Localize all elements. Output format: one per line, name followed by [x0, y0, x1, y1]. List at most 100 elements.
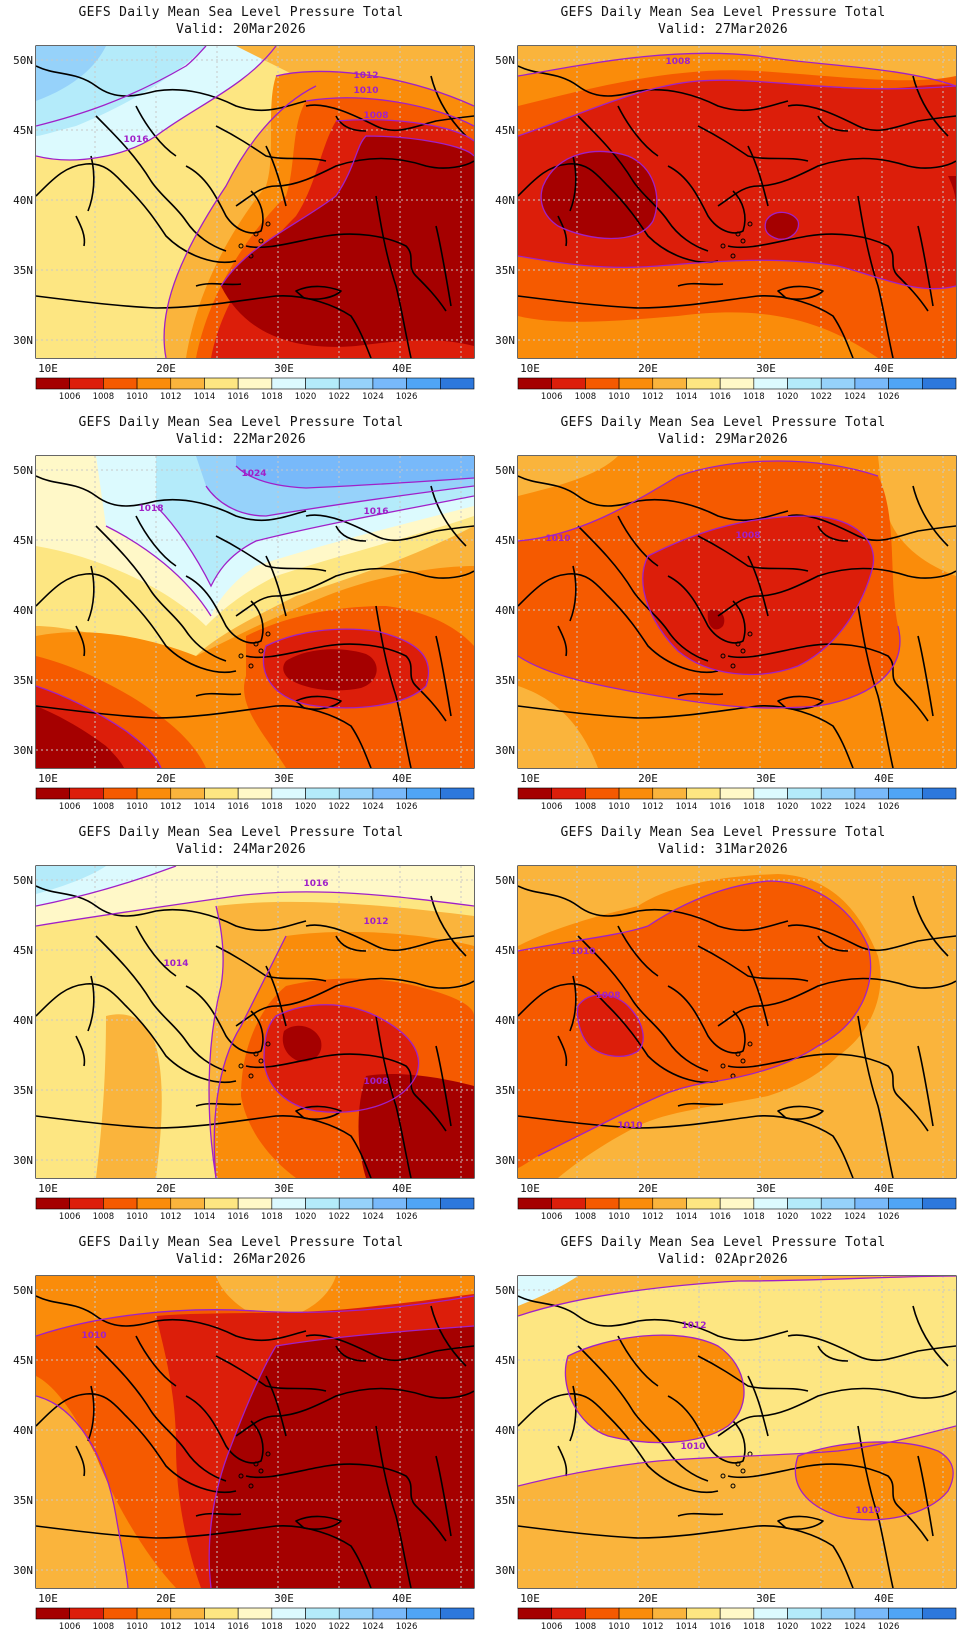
isobar-label: 1016	[363, 507, 388, 517]
isobar-contours	[36, 1295, 474, 1588]
latitude-label: 45N	[13, 1354, 33, 1367]
colorbar-swatch	[787, 377, 822, 390]
colorbar-label: 1008	[93, 802, 115, 812]
colorbar-label: 1008	[575, 392, 597, 402]
latitude-label: 35N	[13, 1084, 33, 1097]
colorbar-label: 1010	[608, 1622, 630, 1632]
colorbar-label: 1008	[575, 802, 597, 812]
latitude-label: 50N	[13, 1284, 33, 1297]
colorbar-label: 1010	[608, 1212, 630, 1222]
colorbar-swatch	[440, 377, 475, 390]
isobar-label: 1012	[353, 71, 378, 81]
colorbar-swatch	[585, 787, 620, 800]
colorbar-swatch	[517, 377, 552, 390]
colorbar-swatch	[271, 1197, 306, 1210]
colorbar-swatch	[585, 377, 620, 390]
panel-valid-date: Valid: 26Mar2026	[175, 1252, 307, 1267]
colorbar-swatch	[719, 377, 755, 390]
isobar-label: 1008	[363, 111, 388, 121]
latitude-label: 30N	[13, 744, 33, 757]
colorbar-swatch	[787, 1197, 822, 1210]
colorbar-swatch	[551, 787, 586, 800]
panel-valid-date: Valid: 29Mar2026	[657, 432, 789, 447]
colorbar-label: 1008	[575, 1622, 597, 1632]
pressure-fill-region	[96, 1014, 162, 1178]
isobar-contours	[36, 465, 474, 768]
colorbar-label: 1024	[844, 802, 866, 812]
latitude-label: 30N	[495, 1154, 515, 1167]
latitude-label: 50N	[495, 54, 515, 67]
colorbar-swatch	[618, 1607, 654, 1620]
latitude-label: 35N	[495, 1084, 515, 1097]
colorbar-label: 1024	[844, 392, 866, 402]
colorbar-label: 1014	[194, 1212, 216, 1222]
colorbar-swatch	[440, 1607, 475, 1620]
colorbar-swatch	[854, 377, 889, 390]
colorbar-swatch	[103, 377, 138, 390]
latitude-label: 35N	[13, 264, 33, 277]
longitude-label: 10E	[520, 1182, 540, 1195]
longitude-label: 30E	[274, 362, 294, 375]
colorbar-label: 1014	[194, 802, 216, 812]
colorbar-label: 1008	[93, 1622, 115, 1632]
latitude-label: 30N	[495, 334, 515, 347]
isobar-label: 1016	[303, 879, 328, 889]
colorbar-label: 1012	[160, 392, 182, 402]
colorbar-label: 1016	[709, 802, 731, 812]
colorbar-swatch	[136, 1197, 172, 1210]
latitude-label: 40N	[495, 604, 515, 617]
panel-title: GEFS Daily Mean Sea Level Pressure Total	[78, 825, 404, 840]
colorbar-label: 1006	[59, 392, 81, 402]
colorbar-swatch	[237, 1197, 273, 1210]
longitude-label: 20E	[156, 362, 176, 375]
colorbar-label: 1012	[642, 1622, 664, 1632]
colorbar-label: 1020	[295, 1622, 317, 1632]
colorbar-swatch	[237, 787, 273, 800]
colorbar-label: 1014	[194, 1622, 216, 1632]
map-panel-6: GEFS Daily Mean Sea Level Pressure Total…	[482, 820, 964, 1230]
colorbar-swatch	[271, 377, 306, 390]
longitude-label: 10E	[38, 1592, 58, 1605]
map-panel-1: GEFS Daily Mean Sea Level Pressure Total…	[0, 0, 482, 410]
colorbar-label: 1020	[295, 392, 317, 402]
colorbar-label: 1016	[227, 802, 249, 812]
colorbar-swatch	[170, 1607, 205, 1620]
longitude-label: 30E	[756, 772, 776, 785]
colorbar-swatch	[237, 377, 273, 390]
colorbar-label: 1018	[261, 392, 283, 402]
colorbar-swatch	[170, 377, 205, 390]
longitude-label: 10E	[38, 1182, 58, 1195]
latitude-label: 50N	[13, 874, 33, 887]
colorbar-label: 1024	[844, 1212, 866, 1222]
isobar-contours	[518, 1276, 956, 1521]
map-panel-8: GEFS Daily Mean Sea Level Pressure Total…	[482, 1230, 964, 1640]
pressure-fill-region	[236, 456, 474, 488]
longitude-label: 40E	[392, 1592, 412, 1605]
colorbar: 1006 1008 1010 1012 1014 1016 1018 1020 1022 1024…	[517, 1607, 957, 1632]
colorbar-label: 1014	[676, 1212, 698, 1222]
colorbar-swatch	[753, 1197, 788, 1210]
colorbar-swatch	[170, 787, 205, 800]
isobar-label: 1010	[81, 1331, 106, 1341]
colorbar-label: 1018	[743, 392, 765, 402]
colorbar-swatch	[338, 787, 374, 800]
pressure-fill-region	[518, 456, 618, 496]
pressure-fill-region	[36, 46, 106, 101]
colorbar-swatch	[517, 1197, 552, 1210]
longitude-label: 20E	[156, 1592, 176, 1605]
longitude-label: 40E	[874, 1592, 894, 1605]
pressure-fill-region	[358, 1074, 474, 1178]
longitude-label: 10E	[520, 1592, 540, 1605]
pressure-fill-region	[765, 212, 799, 240]
colorbar-swatch	[585, 1607, 620, 1620]
panel-title: GEFS Daily Mean Sea Level Pressure Total	[78, 5, 404, 20]
latitude-label: 35N	[495, 674, 515, 687]
latitude-label: 30N	[13, 334, 33, 347]
map-panel-2: GEFS Daily Mean Sea Level Pressure Total…	[482, 0, 964, 410]
latitude-label: 45N	[13, 534, 33, 547]
isobar-label: 1016	[123, 135, 148, 145]
latitude-label: 45N	[13, 944, 33, 957]
colorbar-swatch	[372, 787, 407, 800]
colorbar-swatch	[618, 787, 654, 800]
